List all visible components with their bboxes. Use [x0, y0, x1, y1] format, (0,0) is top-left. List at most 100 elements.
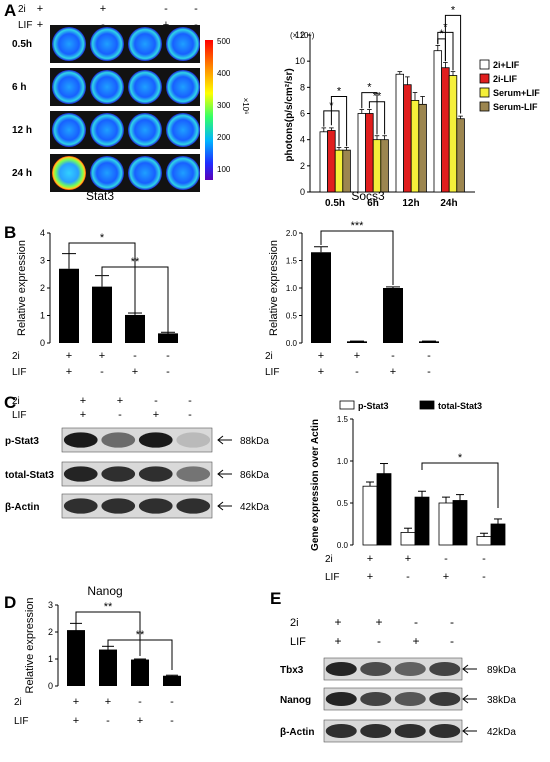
- mark-lif-0: +: [80, 409, 86, 421]
- chart-d-nanog: 0 1 2 3 Nanog Relative expression ** ** 2i LIF + + +…: [14, 584, 181, 727]
- band-1-0: [63, 466, 98, 482]
- mark-lif-1: -: [355, 366, 359, 378]
- y-tick-label-1: 1: [40, 311, 45, 321]
- mark-lif-2: +: [390, 366, 396, 378]
- mark-2i-1: +: [405, 553, 411, 565]
- bar-2i+LIF-6h: [357, 113, 366, 193]
- blot-arrowhead-2: [462, 726, 469, 736]
- band-1-3: [176, 466, 211, 482]
- mark-2i-0: +: [73, 696, 79, 708]
- row-label-2i: 2i: [290, 617, 299, 629]
- band-2-2: [394, 723, 426, 739]
- mark-2i-0: +: [37, 3, 43, 15]
- sig-c-0-stars: *: [458, 452, 463, 464]
- mark-lif-0: +: [37, 19, 43, 31]
- y-tick-label-1: 2: [300, 161, 305, 171]
- y-tick-label-6: 12: [295, 30, 305, 40]
- mark-lif-1: -: [106, 715, 110, 727]
- mark-2i-1: +: [100, 3, 106, 15]
- colorbar: [205, 40, 213, 180]
- blot-row-label-0: Tbx3: [280, 665, 304, 676]
- sig-a-4-stars: *: [439, 28, 444, 40]
- mark-lif-2: +: [132, 366, 138, 378]
- legend-swatch-1: [479, 73, 490, 84]
- row-label-2i: 2i: [14, 697, 22, 708]
- panel-label-d: D: [4, 593, 16, 612]
- y-tick-label-0: 0.0: [286, 339, 298, 348]
- mark-2i-2: -: [133, 350, 137, 362]
- chart-title: Nanog: [87, 584, 122, 598]
- y-axis-label: photons(p/s/cm²/sr): [284, 68, 295, 161]
- mark-lif-0: +: [66, 366, 72, 378]
- well-3-1: [90, 156, 124, 190]
- mark-lif-3: -: [170, 715, 174, 727]
- y-tick-label-2: 1.0: [286, 284, 298, 293]
- mark-2i-2: -: [444, 553, 448, 565]
- y-tick-label-0: 0: [40, 338, 45, 348]
- colorbar-tick-3: 200: [217, 133, 231, 142]
- bar-1: [92, 286, 112, 343]
- blot-arrowhead-0: [462, 664, 469, 674]
- panel-label-b: B: [4, 223, 16, 242]
- row-label-lif: LIF: [12, 410, 26, 421]
- blot-row-label-2: β-Actin: [5, 502, 39, 513]
- bar-0: [59, 268, 79, 343]
- sig-b1-0-stars: *: [100, 232, 105, 244]
- mark-2i-0: +: [66, 350, 72, 362]
- row-label-lif: LIF: [18, 20, 32, 31]
- bar-2i-LIF-12h: [403, 84, 412, 193]
- well-2-0: [52, 113, 86, 147]
- mark-lif-3: -: [427, 366, 431, 378]
- well-3-2: [128, 156, 162, 190]
- time-label-2: 12 h: [12, 125, 32, 136]
- well-0-1: [90, 27, 124, 61]
- band-2-1: [360, 723, 392, 739]
- blot-arrowhead-1: [462, 694, 469, 704]
- mark-lif-3: -: [482, 571, 486, 583]
- mark-2i-3: -: [170, 696, 174, 708]
- time-label-0: 0.5h: [12, 39, 32, 50]
- mark-2i-0: +: [334, 615, 341, 629]
- mark-2i-3: -: [427, 350, 431, 362]
- well-2-2: [128, 113, 162, 147]
- sig-d-1-stars: **: [136, 629, 145, 641]
- well-3-3: [166, 156, 200, 190]
- bar-0: [67, 630, 85, 686]
- bar-p-Stat3-0: [362, 485, 378, 546]
- band-2-2: [138, 498, 173, 514]
- well-2-3: [166, 113, 200, 147]
- y-tick-label-4: 2.0: [286, 229, 298, 238]
- mark-lif-1: -: [406, 571, 410, 583]
- row-label-2i: 2i: [12, 351, 20, 362]
- y-tick-label-3: 6: [300, 109, 305, 119]
- bar-2i+LIF-24h: [433, 50, 442, 193]
- panel-label-c: C: [4, 393, 16, 412]
- band-2-3: [429, 723, 461, 739]
- mark-2i-2: -: [391, 350, 395, 362]
- band-0-0: [325, 661, 357, 677]
- bar-Serum+LIF-24h: [448, 75, 458, 193]
- row-label-lif: LIF: [265, 367, 279, 378]
- well-1-0: [52, 70, 86, 104]
- mark-lif-3: -: [188, 409, 192, 421]
- legend-swatch-0: [339, 400, 355, 410]
- bar-2: [125, 314, 145, 343]
- bar-p-Stat3-2: [438, 502, 454, 546]
- bar-3: [158, 333, 178, 343]
- band-0-1: [360, 661, 392, 677]
- blot-arrowhead-2: [217, 501, 224, 511]
- band-0-2: [138, 432, 173, 448]
- y-tick-label-2: 1.0: [337, 457, 349, 466]
- bar-Serum+LIF-12h: [410, 100, 420, 193]
- panel-label-e: E: [270, 589, 281, 608]
- chart-b-socs3: 0.0 0.5 1.0 1.5 2.0 Socs3 Relative expression *…: [265, 189, 439, 378]
- mark-2i-0: +: [80, 395, 86, 407]
- legend-label-2: Serum+LIF: [493, 88, 540, 98]
- legend-swatch-0: [479, 59, 490, 70]
- multiplier: (× 10⁶): [290, 31, 315, 40]
- bar-Serum-LIF-24h: [456, 118, 465, 193]
- row-label-2i: 2i: [18, 4, 26, 15]
- bar-Serum-LIF-12h: [418, 103, 427, 193]
- bar-2i+LIF-0.5h: [319, 131, 328, 193]
